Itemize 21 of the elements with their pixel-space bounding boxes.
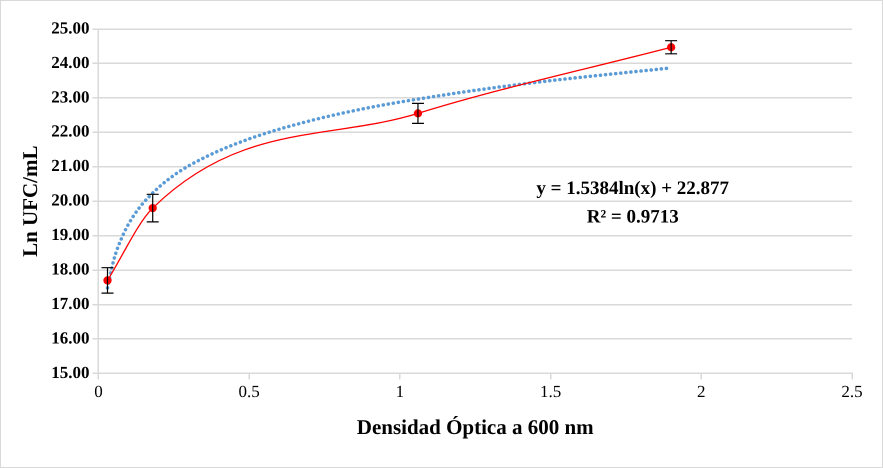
y-axis-title: Ln UFC/mL (18, 145, 42, 257)
x-tick-label: 1 (396, 382, 404, 402)
annotation: y = 1.5384ln(x) + 22.877 (536, 178, 730, 200)
y-tick-label: 25.00 (51, 18, 90, 38)
x-tick-label: 0 (94, 382, 103, 402)
annotation: R² = 0.9713 (586, 206, 679, 228)
x-tick-label: 2.5 (841, 382, 863, 402)
y-tick-label: 22.00 (51, 122, 90, 141)
x-tick-label: 1.5 (540, 382, 562, 402)
y-tick-label: 23.00 (51, 87, 90, 106)
y-tick-label: 17.00 (51, 294, 90, 313)
y-tick-label: 20.00 (51, 190, 90, 210)
x-tick-label: 2 (697, 382, 706, 402)
y-tick-label: 19.00 (51, 225, 90, 244)
x-tick-label: 0.5 (238, 382, 260, 402)
y-tick-label: 15.00 (51, 362, 90, 382)
x-axis-title: Densidad Óptica a 600 nm (356, 414, 594, 439)
y-tick-label: 18.00 (51, 259, 90, 278)
y-tick-label: 16.00 (51, 328, 90, 348)
y-tick-label: 21.00 (51, 156, 90, 176)
y-tick-label: 24.00 (51, 52, 90, 72)
